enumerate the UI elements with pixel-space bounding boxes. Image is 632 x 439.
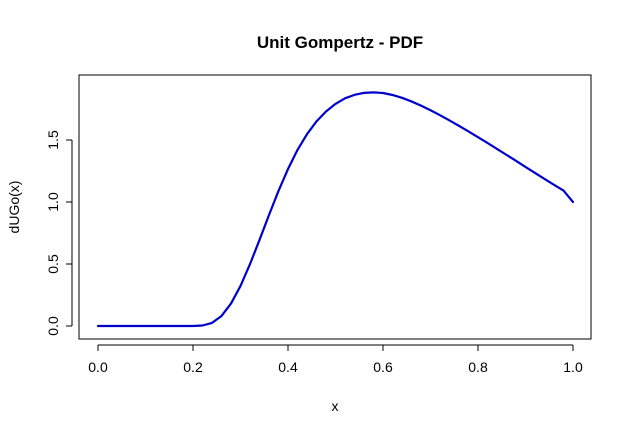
x-tick-label: 0.2 <box>183 359 203 375</box>
x-tick-label: 0.8 <box>468 359 488 375</box>
y-axis: 0.0 0.5 1.0 1.5 <box>45 130 73 336</box>
y-axis-label: dUGo(x) <box>6 181 22 234</box>
x-tick-label: 0.6 <box>373 359 393 375</box>
series-layer <box>96 91 575 328</box>
y-tick-label: 0.0 <box>45 316 61 336</box>
y-tick-label: 1.5 <box>45 130 61 150</box>
y-tick-label: 1.0 <box>45 192 61 212</box>
x-tick-label: 0.4 <box>278 359 298 375</box>
x-tick-label: 0.0 <box>88 359 108 375</box>
x-axis-label: x <box>332 398 339 414</box>
x-tick-label: 1.0 <box>563 359 583 375</box>
plot-frame <box>78 74 592 340</box>
y-tick-label: 0.5 <box>45 254 61 274</box>
chart-title: Unit Gompertz - PDF <box>257 33 423 52</box>
x-axis: 0.0 0.2 0.4 0.6 0.8 1.0 <box>88 344 583 375</box>
series-line <box>96 91 575 328</box>
